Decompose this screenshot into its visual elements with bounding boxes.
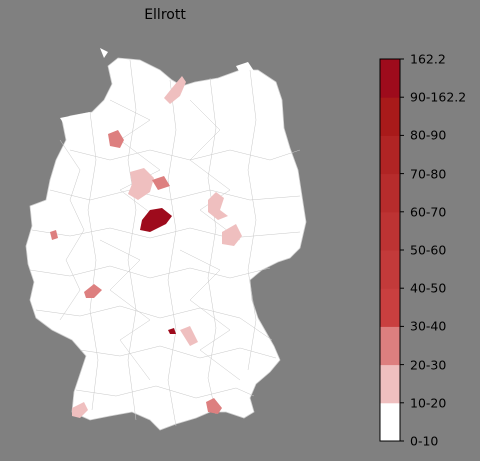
colorbar-tick-label: 70-80 xyxy=(410,166,447,182)
colorbar xyxy=(380,59,400,442)
map-title: Ellrott xyxy=(144,7,186,23)
colorbar-tick-label: 90-162.2 xyxy=(410,89,467,105)
region-nrw-west[interactable] xyxy=(50,230,58,240)
colorbar-tick-label: 0-10 xyxy=(410,433,439,449)
colorbar-bin xyxy=(380,211,400,251)
region-lower-saxony[interactable] xyxy=(128,168,154,200)
island-shape xyxy=(236,62,256,80)
colorbar-bin xyxy=(380,59,400,98)
colorbar-bin xyxy=(380,173,400,213)
colorbar-tick-label: 30-40 xyxy=(410,318,447,334)
colorbar-tick-label: 80-90 xyxy=(410,127,447,143)
region-north-coast[interactable] xyxy=(164,76,186,104)
colorbar-bin xyxy=(380,135,400,175)
germany-land xyxy=(25,57,307,431)
colorbar-bin xyxy=(380,250,400,289)
colorbar-bin xyxy=(380,288,400,327)
colorbar-ticks xyxy=(400,58,404,442)
region-bavaria-center[interactable] xyxy=(168,328,176,334)
colorbar-bin xyxy=(380,326,400,366)
colorbar-bin xyxy=(380,402,400,442)
region-upper-bavaria[interactable] xyxy=(206,398,222,414)
island-shape xyxy=(60,112,92,124)
region-bavaria-east[interactable] xyxy=(180,326,198,346)
colorbar-tick-label: 20-30 xyxy=(410,357,447,373)
region-rhineland[interactable] xyxy=(84,284,102,298)
colorbar-tick-label: 10-20 xyxy=(410,395,447,411)
colorbar-tick-label: 60-70 xyxy=(410,204,447,220)
region-hesse-north[interactable] xyxy=(140,208,172,232)
colorbar-bin xyxy=(380,97,400,136)
colorbar-bin xyxy=(380,364,400,404)
region-saxony[interactable] xyxy=(222,224,242,246)
region-bodensee[interactable] xyxy=(72,402,88,418)
colorbar-tick-label: 162.2 xyxy=(410,51,446,67)
island-shape xyxy=(100,48,108,58)
colorbar-tick-label: 40-50 xyxy=(410,280,447,296)
region-lower-saxony-east[interactable] xyxy=(152,176,170,190)
region-north-west[interactable] xyxy=(108,130,124,148)
colorbar-tick-label: 50-60 xyxy=(410,242,447,258)
region-saxony-anhalt[interactable] xyxy=(208,192,228,220)
